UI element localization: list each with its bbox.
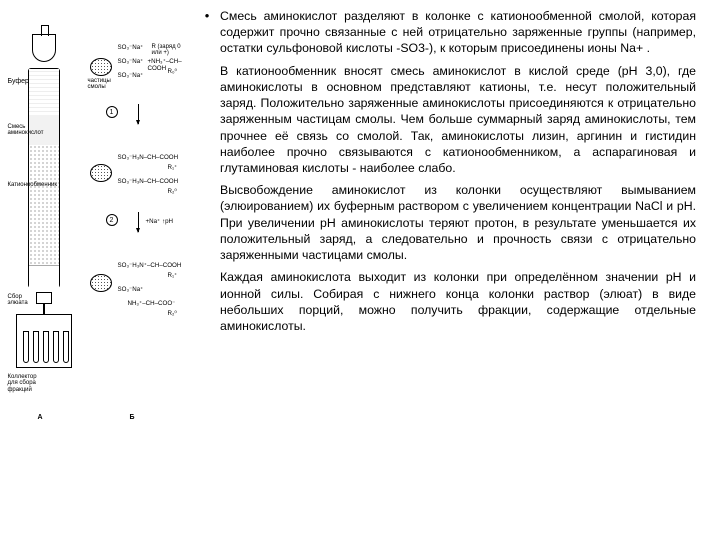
bullet-icon: • — [194, 8, 220, 57]
step-badge: 1 — [106, 106, 118, 118]
test-tube-icon — [33, 331, 39, 363]
chem-line: SO₃⁻Na⁺ — [118, 286, 144, 293]
chem-note: R (заряд 0 или +) — [152, 44, 181, 57]
test-tube-icon — [63, 331, 69, 363]
label-resin: Катионообменник — [8, 182, 58, 188]
chem-sub: R₀⁰ — [168, 68, 178, 75]
chem-line: SO₃⁻Na⁺ — [118, 44, 144, 51]
buffer-layer — [29, 69, 59, 115]
label-A: А — [38, 414, 43, 422]
paragraph-text: Каждая аминокислота выходит из колонки п… — [220, 269, 696, 334]
chem-line: SO₃⁻H₃N⁺–CH–COOH — [118, 262, 182, 269]
chem-line: SO₃⁻Na⁺ — [118, 72, 144, 79]
test-tube-icon — [43, 331, 49, 363]
paragraph: Высвобождение аминокислот из колонки осу… — [194, 182, 696, 263]
arrow-down-icon — [138, 212, 139, 232]
chem-sub: R₂⁰ — [168, 188, 177, 195]
label-collector: Коллектор для сбора фракций — [8, 374, 37, 393]
text-column: • Смесь аминокислот разделяют в колонке … — [190, 0, 720, 540]
paragraph: В катионообменник вносят смесь аминокисл… — [194, 63, 696, 177]
chem-line: SO₃⁻H₃N–CH–COOH — [118, 154, 179, 161]
resin-particle-icon — [90, 164, 112, 182]
paragraph: Каждая аминокислота выходит из колонки п… — [194, 269, 696, 334]
chem-line: +NH₃⁺–CH–COOH — [148, 58, 185, 72]
paragraph-text: Высвобождение аминокислот из колонки осу… — [220, 182, 696, 263]
paragraph-text: В катионообменник вносят смесь аминокисл… — [220, 63, 696, 177]
chem-sub: R₁⁺ — [168, 164, 178, 171]
chem-line: SO₃⁻Na⁺ — [118, 58, 144, 65]
label-particles: частицы смолы — [88, 78, 111, 91]
resin-particle-icon — [90, 58, 112, 76]
collector-icon — [16, 314, 72, 368]
bullet-paragraph: • Смесь аминокислот разделяют в колонке … — [194, 8, 696, 57]
label-B: Б — [130, 414, 135, 422]
column-icon — [28, 68, 60, 288]
drip-icon — [43, 304, 45, 314]
chem-line: NH₃⁺–CH–COO⁻ — [128, 300, 176, 307]
chem-sub: R₂⁰ — [168, 310, 177, 317]
chromatography-diagram: Буфер Смесь аминокислот Катионообменник … — [10, 14, 185, 474]
stopcock-icon — [36, 292, 52, 304]
bottom-layer — [29, 265, 59, 289]
paragraph-text: Смесь аминокислот разделяют в колонке с … — [220, 8, 696, 57]
arrow-down-icon — [138, 104, 139, 124]
diagram-column: Буфер Смесь аминокислот Катионообменник … — [0, 0, 190, 540]
resin-layer — [29, 145, 59, 265]
chem-line: +Na⁺ ↑pH — [146, 218, 174, 225]
resin-particle-icon — [90, 274, 112, 292]
label-collect: Сбор элюата — [8, 294, 28, 307]
label-mix: Смесь аминокислот — [8, 124, 44, 137]
test-tube-icon — [53, 331, 59, 363]
test-tube-icon — [23, 331, 29, 363]
step-badge: 2 — [106, 214, 118, 226]
chem-sub: R₁⁺ — [168, 272, 178, 279]
label-buffer: Буфер — [8, 78, 29, 86]
buffer-flask-icon — [32, 34, 56, 62]
chem-line: SO₃⁻H₃N–CH–COOH — [118, 178, 179, 185]
